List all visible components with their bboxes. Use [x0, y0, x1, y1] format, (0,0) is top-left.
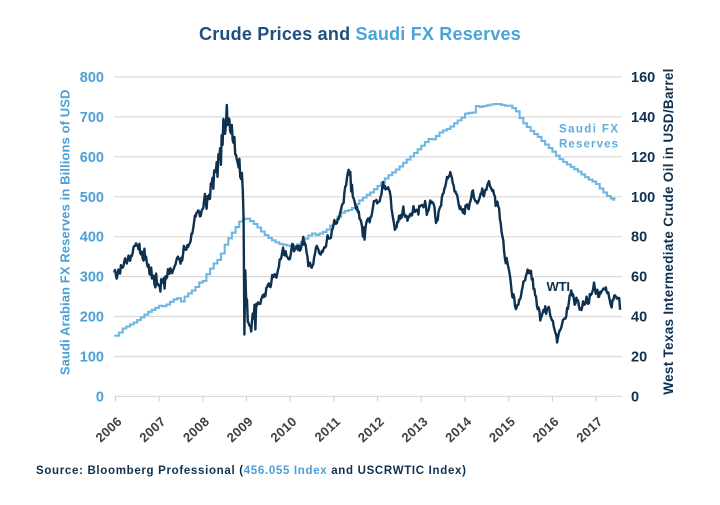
svg-text:40: 40 — [631, 310, 647, 326]
svg-text:160: 160 — [631, 70, 655, 86]
svg-text:60: 60 — [631, 270, 647, 286]
svg-text:Saudi FX: Saudi FX — [559, 124, 618, 136]
svg-text:0: 0 — [631, 389, 639, 405]
svg-text:120: 120 — [631, 150, 655, 166]
svg-text:West Texas Intermediate Crude: West Texas Intermediate Crude Oil in USD… — [661, 68, 676, 394]
svg-text:140: 140 — [631, 110, 655, 126]
svg-text:Reserves: Reserves — [559, 139, 618, 151]
svg-text:200: 200 — [80, 310, 104, 326]
svg-text:20: 20 — [631, 350, 647, 366]
svg-text:0: 0 — [96, 389, 104, 405]
svg-text:400: 400 — [80, 230, 104, 246]
svg-text:Source: Bloomberg Professional: Source: Bloomberg Professional (456.055 … — [36, 465, 467, 477]
svg-text:500: 500 — [80, 190, 104, 206]
svg-text:800: 800 — [80, 70, 104, 86]
svg-text:WTI: WTI — [547, 279, 571, 294]
svg-text:300: 300 — [80, 270, 104, 286]
svg-text:Saudi Arabian FX Reserves in B: Saudi Arabian FX Reserves in Billions of… — [58, 89, 73, 375]
svg-text:80: 80 — [631, 230, 647, 246]
svg-text:100: 100 — [631, 190, 655, 206]
svg-text:600: 600 — [80, 150, 104, 166]
svg-text:Crude Prices and Saudi FX Rese: Crude Prices and Saudi FX Reserves — [199, 24, 521, 44]
svg-text:700: 700 — [80, 110, 104, 126]
svg-text:100: 100 — [80, 350, 104, 366]
